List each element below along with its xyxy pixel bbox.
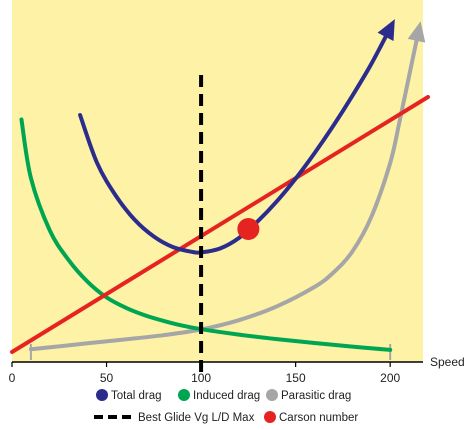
best-glide-vg-l-d-max-legend-label: Best Glide Vg L/D Max xyxy=(138,412,255,424)
parasitic-drag-legend-symbol xyxy=(266,389,278,401)
x-tick-label-150: 150 xyxy=(286,371,306,385)
parasitic-drag-legend-label: Parasitic drag xyxy=(281,390,351,402)
carson-number-line xyxy=(10,95,430,354)
carson-number-marker xyxy=(237,218,260,240)
x-tick-label-200: 200 xyxy=(380,371,400,385)
total-drag-arrowhead xyxy=(377,19,395,42)
x-axis-title: Speed xyxy=(430,355,465,369)
induced-drag-line xyxy=(19,117,393,352)
parasitic-drag-line xyxy=(28,29,421,352)
plot-background xyxy=(12,0,423,362)
induced-drag-legend-label: Induced drag xyxy=(193,390,260,402)
series-layer xyxy=(10,19,430,354)
legend: Total drag Induced drag Parasitic drag Best… xyxy=(94,389,358,424)
total-drag-legend-symbol xyxy=(96,389,108,401)
carson-number-legend-symbol xyxy=(264,411,276,423)
bracket xyxy=(29,344,392,360)
total-drag-line xyxy=(78,26,393,255)
x-tick-label-0: 0 xyxy=(9,371,16,385)
total-drag-legend-label: Total drag xyxy=(111,390,162,402)
carson-number-legend-label: Carson number xyxy=(279,412,358,424)
x-tick-label-50: 50 xyxy=(100,371,114,385)
x-tick-label-100: 100 xyxy=(191,371,211,385)
marker-layer xyxy=(237,218,260,240)
x-axis: 0 50 100 150 200 Speed xyxy=(9,355,465,385)
parasitic-drag-arrowhead xyxy=(407,21,426,43)
induced-drag-legend-symbol xyxy=(178,389,190,401)
